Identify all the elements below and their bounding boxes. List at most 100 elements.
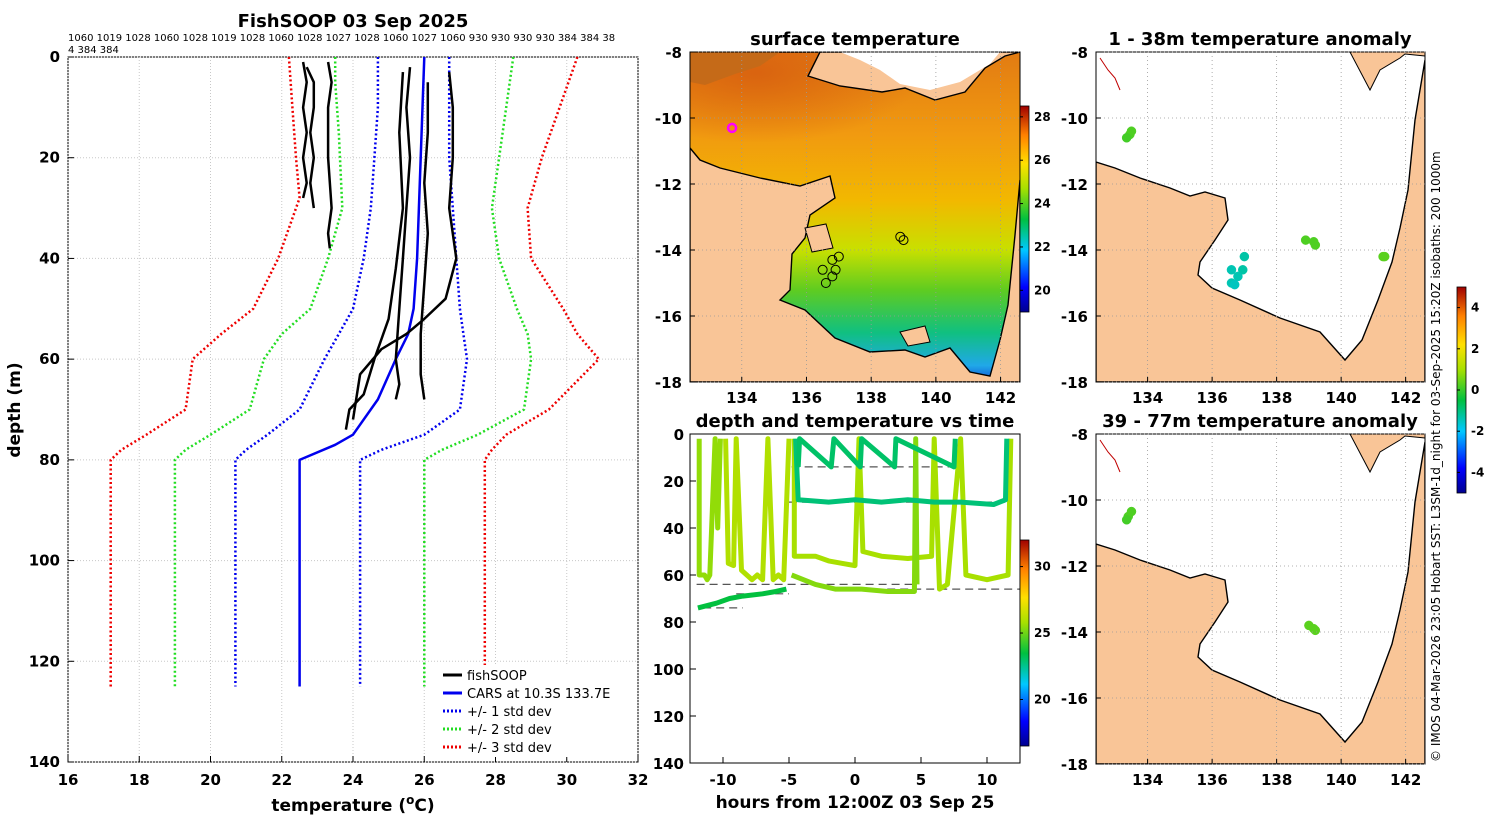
credit-text: © IMOS 04-Mar-2026 23:05 Hobart SST: L3S… <box>1429 151 1443 762</box>
sst-map-panel: surface temperature 134 136 138 140 142 -8 -10… <box>655 29 1051 407</box>
depth-time-track <box>723 436 792 583</box>
map-ytick-label: -18 <box>1061 374 1088 392</box>
map-ytick-label: -14 <box>1061 624 1088 642</box>
map-ytick-label: -14 <box>1061 242 1088 260</box>
map-xtick-label: 138 <box>1261 389 1292 407</box>
map-ytick-label: -10 <box>655 110 682 128</box>
anomaly-point <box>1121 133 1132 143</box>
depth-time-ytick-label: 60 <box>663 567 684 585</box>
std-dev-line <box>423 56 533 687</box>
profile-xtick-label: 20 <box>200 771 221 789</box>
map-ytick-label: -16 <box>655 308 682 326</box>
map-ytick-label: -12 <box>1061 558 1088 576</box>
profile-ytick-label: 140 <box>29 753 60 771</box>
depth-time-colorbar <box>1019 539 1030 747</box>
map-ytick-label: -18 <box>655 374 682 392</box>
sst-island <box>804 223 834 253</box>
anomaly-point <box>1239 251 1250 262</box>
station-marker <box>827 254 838 265</box>
profile-lines <box>109 56 601 687</box>
legend-label-std1: +/- 1 std dev <box>467 705 552 720</box>
station-marker <box>895 231 906 242</box>
depth-time-ytick-label: 80 <box>663 614 684 632</box>
sst-map-title: surface temperature <box>750 29 960 50</box>
anomaly-colorbar-tick-label: 2 <box>1471 342 1479 356</box>
fishsoop-profile-line <box>305 66 316 209</box>
profile-xtick-label: 16 <box>58 771 79 789</box>
map-ytick-label: -10 <box>1061 492 1088 510</box>
depth-time-track <box>793 438 1010 507</box>
map-xtick-label: 134 <box>726 389 757 407</box>
profile-xlabel: temperature (oC) <box>271 793 434 816</box>
anomaly-shallow-points <box>1121 126 1390 290</box>
map-xtick-label: 134 <box>1132 771 1163 789</box>
depth-time-track <box>791 436 1014 592</box>
sst-cloud-mask <box>840 52 1000 90</box>
fishsoop-profile-line <box>394 66 412 400</box>
depth-time-colorbar-tick-label: 30 <box>1034 560 1051 574</box>
map-ytick-label: -8 <box>1071 44 1088 62</box>
anomaly-shallow-title: 1 - 38m temperature anomaly <box>1108 29 1411 50</box>
std-dev-line <box>109 56 301 687</box>
header-numbers-line1: 1060 1019 1028 1060 1028 1019 1028 1060 … <box>68 33 615 44</box>
anomaly-colorbar-tick-label: -4 <box>1471 465 1484 479</box>
anomaly-point <box>1310 625 1321 636</box>
anomaly-deep-ticks: 134 136 138 140 142 -8 -10 -12 -14 -16 -18 <box>1061 426 1425 789</box>
anomaly-point <box>1310 240 1321 250</box>
legend-label-cars: CARS at 10.3S 133.7E <box>467 687 610 702</box>
profile-xtick-label: 22 <box>271 771 292 789</box>
profile-xtick-label: 24 <box>343 771 364 789</box>
anomaly-deep-land-south <box>1096 441 1425 764</box>
anomaly-deep-title: 39 - 77m temperature anomaly <box>1102 411 1418 432</box>
map-xtick-label: 142 <box>1390 389 1421 407</box>
anomaly-point <box>1121 515 1132 525</box>
anomaly-colorbar-ticks: -4 -2 0 2 4 <box>1457 301 1484 479</box>
anomaly-point <box>1300 235 1311 245</box>
profile-ytick-label: 80 <box>39 451 60 469</box>
map-ytick-label: -16 <box>1061 308 1088 326</box>
legend-label-fishsoop: fishSOOP <box>467 669 527 684</box>
depth-time-xtick-label: 5 <box>916 771 926 789</box>
fishsoop-profile-line <box>419 82 430 400</box>
map-ytick-label: -8 <box>1071 426 1088 444</box>
anomaly-shallow-river <box>1099 57 1121 91</box>
map-xtick-label: 142 <box>1390 771 1421 789</box>
header-numbers-line2: 4 384 384 <box>68 45 119 56</box>
profile-ytick-label: 0 <box>50 48 60 66</box>
fishsoop-profile-line <box>301 61 308 199</box>
anomaly-deep-land-north <box>1096 434 1425 474</box>
legend-label-std2: +/- 2 std dev <box>467 723 552 738</box>
depth-time-xlabel: hours from 12:00Z 03 Sep 25 <box>716 793 995 813</box>
map-ytick-label: -16 <box>1061 690 1088 708</box>
depth-time-track <box>696 436 723 583</box>
depth-time-ytick-label: 20 <box>663 473 684 491</box>
depth-time-track <box>697 586 787 611</box>
anomaly-colorbar-tick-label: 4 <box>1471 301 1479 315</box>
anomaly-shallow-ticks: 134 136 138 140 142 -8 -10 -12 -14 -16 -18 <box>1061 44 1425 407</box>
profile-xtick-label: 26 <box>414 771 435 789</box>
profile-ytick-label: 60 <box>39 350 60 368</box>
sst-colorbar-tick-label: 24 <box>1034 197 1051 211</box>
sst-colorbar-tick-label: 28 <box>1034 110 1051 124</box>
sst-warm-coast <box>690 52 780 85</box>
map-xtick-label: 138 <box>1261 771 1292 789</box>
profile-panel: 16 18 20 22 24 26 28 30 32 0 20 40 60 80 100 120 140 tem… <box>5 48 648 816</box>
anomaly-point <box>1233 271 1243 282</box>
anomaly-deep-panel: 39 - 77m temperature anomaly 134 136 138 14… <box>1061 411 1426 789</box>
sst-map-ticks: 134 136 138 140 142 -8 -10 -12 -14 -16 -18 <box>655 44 1020 407</box>
map-ytick-label: -8 <box>665 44 682 62</box>
profile-legend: fishSOOP CARS at 10.3S 133.7E +/- 1 std … <box>436 665 634 757</box>
sst-island-2 <box>899 325 931 347</box>
profile-ytick-label: 20 <box>39 149 60 167</box>
depth-time-ytick-label: 100 <box>653 661 684 679</box>
figure-title: FishSOOP 03 Sep 2025 <box>238 11 469 32</box>
anomaly-point <box>1229 279 1240 290</box>
depth-time-track <box>790 436 920 594</box>
anomaly-deep-points <box>1121 506 1321 636</box>
std-dev-line <box>234 57 380 687</box>
depth-time-panel: depth and temperature vs time -10 -5 0 5 100… <box>653 411 1051 813</box>
depth-time-ytick-label: 120 <box>653 708 684 726</box>
anomaly-shallow-land-south <box>1096 59 1425 382</box>
std-dev-line <box>358 57 469 687</box>
